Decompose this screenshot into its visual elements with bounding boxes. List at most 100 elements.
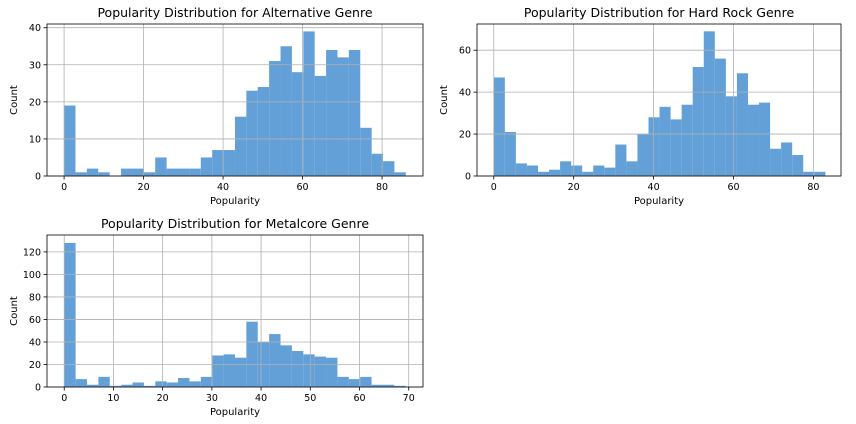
histogram-bar xyxy=(549,169,561,176)
histogram-bar xyxy=(383,161,395,176)
x-tick-label: 50 xyxy=(304,393,316,404)
chart-title: Popularity Distribution for Hard Rock Ge… xyxy=(524,5,795,20)
histogram-bar xyxy=(86,168,99,176)
histogram-bar xyxy=(648,117,660,176)
histogram-bar xyxy=(504,131,516,176)
histogram-bar xyxy=(394,172,406,176)
histogram-bar xyxy=(121,384,133,387)
histogram-bar xyxy=(725,96,737,176)
axes-frame xyxy=(476,23,842,177)
histogram-bar xyxy=(212,150,224,176)
x-tick-label: 80 xyxy=(376,182,388,193)
histogram-bar xyxy=(770,148,782,176)
histogram-bar xyxy=(394,385,406,387)
histogram-bar xyxy=(143,172,156,176)
histogram-bar xyxy=(371,153,384,176)
histogram-bar xyxy=(200,376,213,387)
histogram-bar xyxy=(337,376,349,387)
histogram-bar xyxy=(212,355,224,387)
histogram-bar xyxy=(223,354,235,387)
histogram-bar xyxy=(337,57,349,176)
x-tick-label: 20 xyxy=(157,393,169,404)
y-tick-label: 20 xyxy=(29,97,41,108)
histogram-bar xyxy=(98,172,110,176)
histogram-bar xyxy=(303,354,315,387)
y-tick-label: 40 xyxy=(29,337,41,348)
histogram-bar xyxy=(189,168,201,176)
histogram-bar xyxy=(371,384,383,387)
histogram-bar xyxy=(560,161,572,176)
histogram-bar xyxy=(615,144,627,176)
x-tick-label: 0 xyxy=(491,182,497,193)
y-tick-label: 120 xyxy=(23,247,41,258)
histogram-bar xyxy=(692,66,704,176)
histogram-bar xyxy=(75,379,87,387)
histogram-bar xyxy=(314,356,327,387)
histogram-bar xyxy=(792,155,804,176)
histogram-bar xyxy=(98,376,110,387)
histogram-bar xyxy=(537,171,550,176)
histogram-bar xyxy=(166,168,179,176)
chart-panel-3: 0 10 20 30 40 50 60 70 0 20 40 60 80 100 120 Popularity… xyxy=(9,216,424,418)
x-tick-label: 40 xyxy=(217,182,229,193)
y-tick-label: 40 xyxy=(459,88,471,99)
histogram-bar xyxy=(223,150,235,176)
histogram-bar xyxy=(178,168,190,176)
histogram-bar xyxy=(303,31,315,176)
y-axis-label: Count xyxy=(439,85,450,115)
histogram-bar xyxy=(64,105,76,176)
y-tick-label: 20 xyxy=(459,130,471,141)
histogram-bar xyxy=(803,171,815,176)
histogram-bar xyxy=(64,242,76,387)
histogram-bar xyxy=(326,357,338,387)
histogram-bar xyxy=(626,161,638,176)
chart-title: Popularity Distribution for Alternative … xyxy=(97,5,372,20)
y-tick-label: 30 xyxy=(29,60,41,71)
histogram-bar xyxy=(326,49,338,176)
x-axis-label: Popularity xyxy=(210,196,260,207)
chart-title: Popularity Distribution for Metalcore Ge… xyxy=(101,216,369,231)
x-tick-label: 80 xyxy=(807,182,819,193)
histogram-bar xyxy=(526,165,538,176)
chart-panel-2: 0 20 40 60 80 0 20 40 60 Popularity Distribution … xyxy=(439,5,842,207)
histogram-bar xyxy=(703,31,715,176)
x-tick-label: 40 xyxy=(255,393,267,404)
histogram-bar xyxy=(736,73,748,176)
histogram-bar xyxy=(814,171,826,176)
y-tick-label: 0 xyxy=(35,172,41,183)
chart-panel-1: 0 20 40 60 80 0 10 20 30 40 Popularity Distributio… xyxy=(9,5,424,207)
histogram-bar xyxy=(670,119,682,176)
histogram-bar xyxy=(75,172,87,176)
y-axis-label: Count xyxy=(9,85,20,115)
histogram-bar xyxy=(515,163,527,176)
histogram-bar xyxy=(155,381,167,387)
y-tick-label: 100 xyxy=(23,270,41,281)
histogram-bar xyxy=(759,102,771,176)
y-tick-label: 60 xyxy=(29,315,41,326)
histogram-bar xyxy=(493,77,505,176)
histogram-bar xyxy=(291,72,304,176)
histogram-bar xyxy=(382,384,395,387)
histogram-bar xyxy=(86,384,99,387)
histogram-bar xyxy=(178,377,190,387)
x-axis-label: Popularity xyxy=(634,196,684,207)
y-tick-label: 80 xyxy=(29,292,41,303)
histogram-bar xyxy=(246,90,258,176)
histogram-bar xyxy=(246,321,258,387)
histogram-bar xyxy=(681,104,693,176)
x-tick-label: 70 xyxy=(403,393,415,404)
histogram-bar xyxy=(291,350,304,387)
histogram-bar xyxy=(269,334,281,387)
axes-frame xyxy=(46,23,424,177)
histogram-bar xyxy=(360,376,372,387)
histogram-bar xyxy=(747,104,760,176)
histogram-bar xyxy=(571,165,583,176)
y-tick-label: 10 xyxy=(29,134,41,145)
histogram-bar xyxy=(348,49,361,176)
axes-frame xyxy=(46,234,424,388)
histogram-bar xyxy=(604,167,616,176)
x-axis-label: Popularity xyxy=(210,407,260,418)
histogram-bar xyxy=(280,345,292,387)
histogram-bar xyxy=(348,379,361,387)
